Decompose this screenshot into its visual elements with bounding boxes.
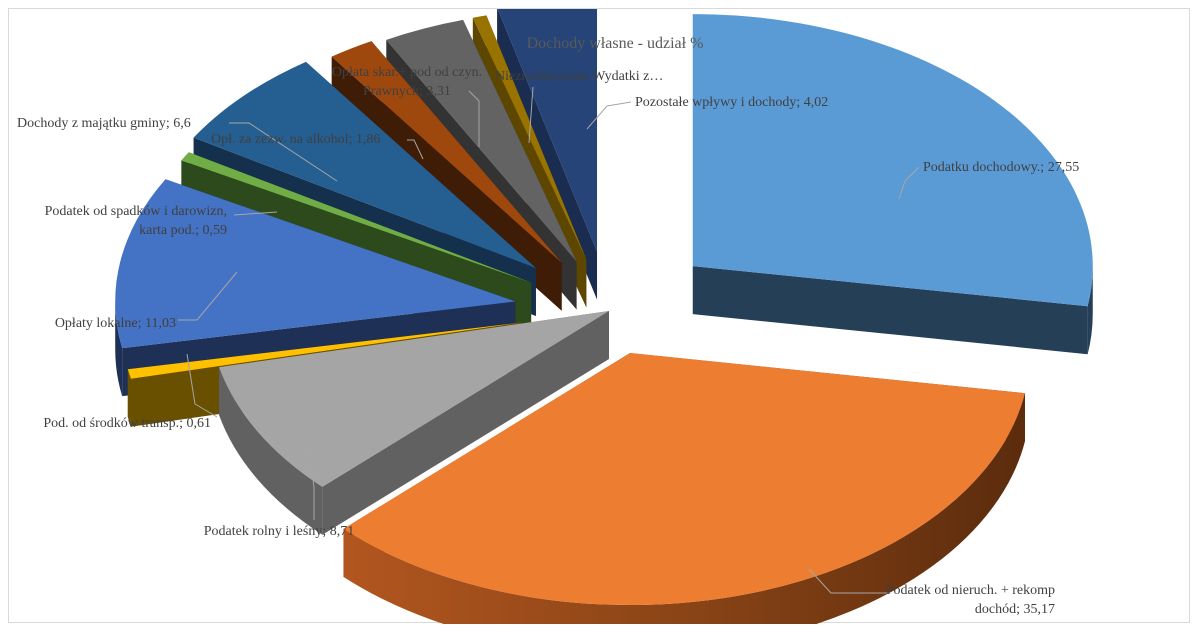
data-label-niezrealizowane-wydatki-z: Niezrealizowane Wydatki z…: [495, 69, 663, 84]
leader-line-podatek-od-spadkow-i-darowizn-karta-pod: [233, 211, 278, 216]
slice-top-face: [193, 61, 536, 269]
leader-line-podatek-od-nieruch-rekomp-dochod: [808, 568, 889, 594]
leader-line-podatku-dochodowy: [898, 166, 920, 200]
data-label-podatek-od-nieruch-rekomp-dochod: dochód; 35,17: [975, 602, 1055, 617]
data-label-podatek-rolny-i-lesny: Podatek rolny i leśny; 8,71: [204, 524, 355, 539]
data-label-opl-za-zezw-na-alkohol: Opł. za zezw. na alkohol; 1,86: [211, 132, 380, 147]
leader-line-pozostale-wplywy-i-dochody: [586, 101, 632, 130]
slice-top-face: [115, 179, 516, 349]
slice-top-face: [219, 311, 609, 487]
slice-top-face: [497, 9, 598, 252]
leader-lines: [178, 86, 920, 594]
slice-podatku-dochodowy: [692, 14, 1093, 355]
leader-line-oplaty-lokalne: [178, 271, 238, 321]
data-label-oplaty-lokalne: Opłaty lokalne; 11,03: [55, 316, 176, 331]
data-label-pozostale-wplywy-i-dochody: Pozostałe wpływy i dochody; 4,02: [635, 95, 828, 110]
leader-line-podatek-rolny-i-lesny: [308, 448, 315, 520]
leader-line-dochody-z-majatku-gminy: [229, 122, 338, 182]
leader-line-oplata-skar-pod-od-czyn-prawnych: [468, 90, 480, 147]
slice-labels: Podatku dochodowy.; 27,55 Podatek od nier…: [17, 65, 1079, 617]
slice-podatek-rolny-i-lesny: [219, 311, 609, 535]
slice-top-face: [343, 353, 1025, 606]
data-label-podatek-od-spadkow-i-darowizn-karta-pod: karta pod.; 0,59: [139, 223, 227, 238]
slice-top-face: [331, 41, 562, 263]
data-label-pod-od-srodkow-transp: Pod. od środków transp.; 0,61: [43, 416, 211, 431]
slice-top-face: [181, 152, 532, 283]
data-label-oplata-skar-pod-od-czyn-prawnych: Prawnych; 3,31: [363, 84, 451, 99]
slice-side-wall: [692, 266, 1088, 355]
slice-outer-wall: [343, 393, 1025, 624]
slice-podatek-od-nieruch-rekomp-dochod: [343, 353, 1025, 624]
data-label-podatek-od-nieruch-rekomp-dochod: Podatek od nieruch. + rekomp: [886, 583, 1055, 598]
slice-top-face: [127, 322, 521, 379]
slice-outer-wall: [127, 369, 131, 427]
chart-title: Dochody własne - udział %: [527, 35, 704, 52]
data-label-podatek-od-spadkow-i-darowizn-karta-pod: Podatek od spadków i darowizn,: [45, 204, 227, 219]
data-label-oplata-skar-pod-od-czyn-prawnych: Opłata skar.+ pod od czyn.: [332, 65, 482, 80]
leader-line-opl-za-zezw-na-alkohol: [407, 139, 424, 160]
data-label-podatku-dochodowy: Podatku dochodowy.; 27,55: [923, 160, 1079, 175]
leader-line-pod-od-srodkow-transp: [186, 353, 218, 418]
slice-outer-wall: [1087, 266, 1093, 355]
slice-top-face: [386, 19, 577, 262]
slice-outer-wall: [115, 301, 123, 397]
data-label-dochody-z-majatku-gminy: Dochody z majątku gminy; 6,6: [17, 116, 191, 131]
slice-outer-wall: [219, 367, 323, 535]
pie-slices: [115, 9, 1093, 624]
slice-top-face: [692, 14, 1093, 307]
chart-frame: Podatku dochodowy.; 27,55 Podatek od nier…: [8, 8, 1190, 624]
pie-chart: Podatku dochodowy.; 27,55 Podatek od nier…: [17, 9, 1093, 624]
leader-line-niezrealizowane-wydatki-z: [528, 86, 534, 144]
